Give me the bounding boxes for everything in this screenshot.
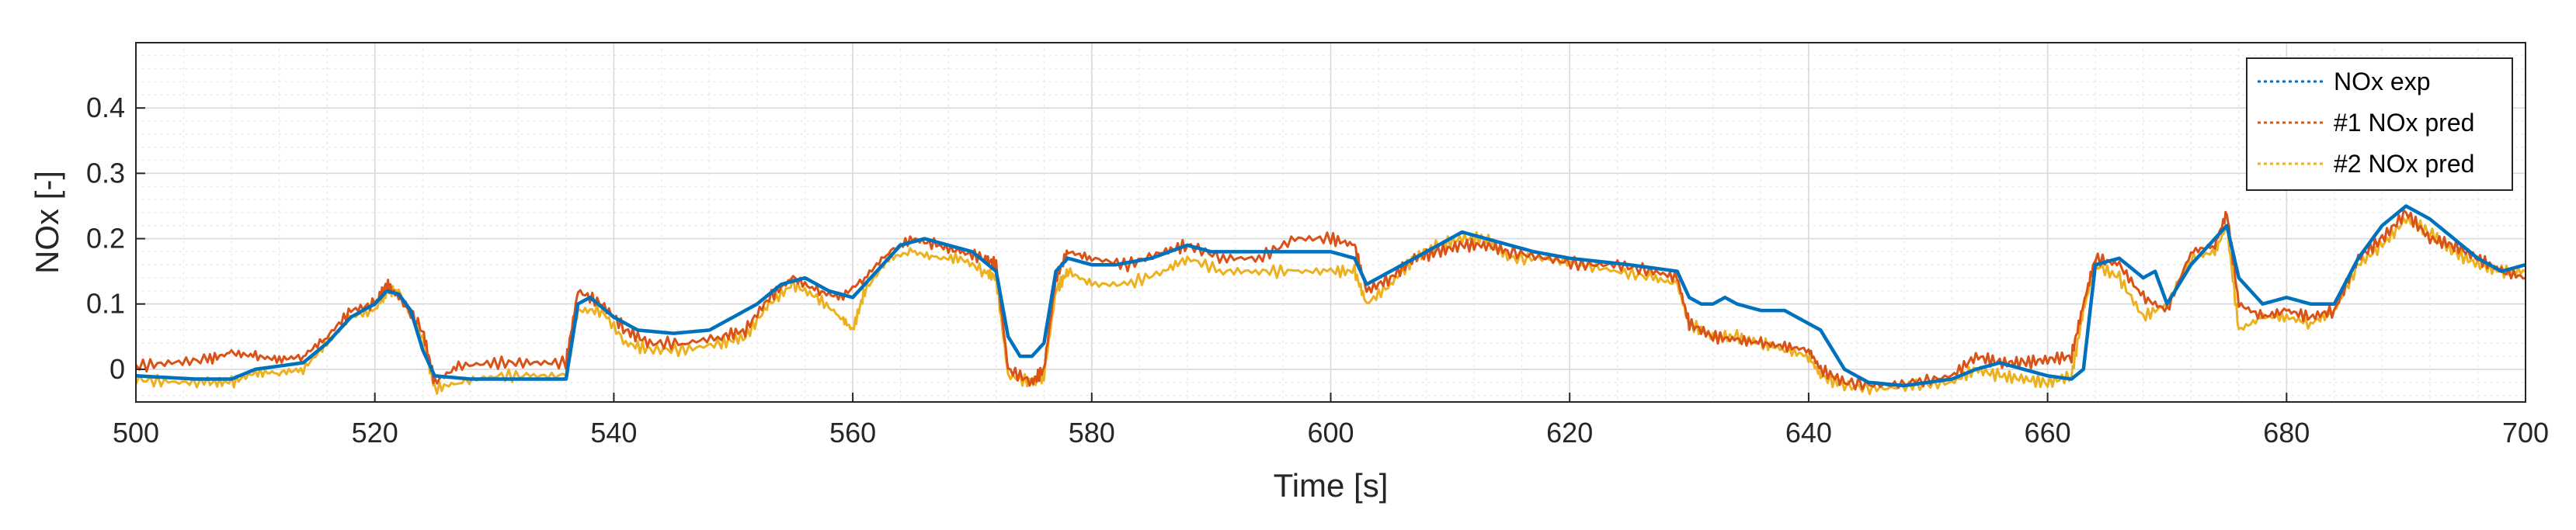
- legend-label-nox-pred-1: #1 NOx pred: [2334, 109, 2474, 137]
- major-grid: [135, 43, 2526, 402]
- x-tick-label: 640: [1785, 417, 1832, 449]
- legend-label-nox-pred-2: #2 NOx pred: [2334, 150, 2474, 178]
- x-axis-ticks: 500 520 540 560 580 600 620 640 660 680 700: [113, 393, 2549, 449]
- plot-area: [134, 42, 2526, 403]
- y-axis-ticks: 0 0.1 0.2 0.3 0.4: [86, 92, 145, 385]
- y-tick-label: 0.1: [86, 288, 125, 320]
- series-line-0: [135, 204, 2526, 388]
- x-axis-label: Time [s]: [1274, 467, 1389, 504]
- legend-entry-nox-pred-2: #2 NOx pred: [2258, 150, 2474, 178]
- y-tick-label: 0.3: [86, 157, 125, 189]
- x-tick-label: 700: [2502, 417, 2549, 449]
- x-tick-label: 520: [352, 417, 398, 449]
- x-tick-label: 540: [590, 417, 637, 449]
- x-tick-label: 580: [1069, 417, 1115, 449]
- x-tick-label: 620: [1546, 417, 1593, 449]
- legend-entry-nox-exp: NOx exp: [2258, 68, 2430, 95]
- x-tick-label: 600: [1307, 417, 1354, 449]
- x-tick-label: 680: [2263, 417, 2310, 449]
- legend-box: [2246, 57, 2513, 191]
- series-layer: [134, 204, 2526, 396]
- y-tick-label: 0: [110, 353, 125, 385]
- y-tick-label: 0.2: [86, 223, 125, 255]
- series-line-1: [134, 209, 2526, 391]
- legend-entry-nox-pred-1: #1 NOx pred: [2258, 109, 2474, 137]
- legend-label-nox-exp: NOx exp: [2334, 68, 2430, 95]
- x-tick-label: 500: [113, 417, 159, 449]
- y-tick-label: 0.4: [86, 92, 125, 123]
- x-tick-label: 660: [2025, 417, 2071, 449]
- legend: NOx exp #1 NOx pred #2 NOx pred: [2246, 57, 2513, 191]
- y-axis-label: NOx [-]: [29, 171, 65, 274]
- x-tick-label: 560: [829, 417, 876, 449]
